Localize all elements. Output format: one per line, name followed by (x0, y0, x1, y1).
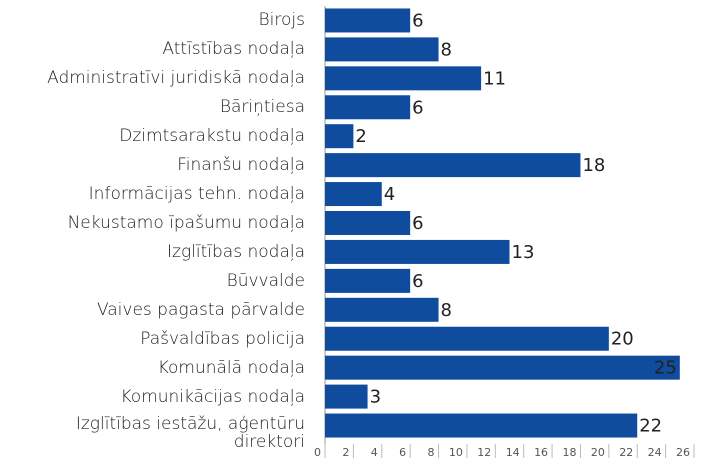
value-label: 6 (412, 97, 423, 118)
bar (325, 37, 439, 62)
bar (325, 297, 439, 322)
bar (325, 326, 609, 351)
bar (325, 355, 680, 380)
x-tick-label: 20 (591, 446, 605, 459)
value-label: 4 (384, 184, 395, 205)
bar (325, 66, 482, 91)
bar (325, 413, 638, 438)
value-label: 25 (654, 358, 677, 379)
category-label: Komunikācijas nodaļa (120, 386, 306, 407)
x-tick-label: 16 (534, 446, 548, 459)
category-label: Attīstības nodaļa (162, 39, 305, 60)
value-label: 18 (582, 155, 605, 176)
x-tick-label: 24 (648, 446, 662, 459)
category-label: Administratīvi juridiskā nodaļa (47, 68, 305, 89)
category-label: Izglītības nodaļa (167, 241, 305, 262)
value-label: 13 (512, 242, 535, 263)
x-tick-label: 6 (399, 446, 406, 459)
bar (325, 95, 411, 120)
category-label: Informācijas tehn. nodaļa (88, 184, 305, 205)
category-label: Pašvaldības policija (140, 328, 305, 349)
value-label: 11 (483, 68, 506, 89)
category-label: Izglītības iestāžu, aģentūru direktori (75, 413, 305, 452)
bar (325, 124, 354, 149)
bar (325, 384, 368, 409)
x-tick-label: 2 (342, 446, 349, 459)
x-tick-label: 10 (449, 446, 463, 459)
value-label: 3 (370, 387, 381, 408)
bar (325, 239, 510, 264)
category-label: Būvvalde (226, 270, 305, 291)
value-label: 6 (412, 213, 423, 234)
value-label: 8 (441, 39, 452, 60)
category-label: Nekustamo īpašumu nodaļa (67, 213, 305, 233)
category-label: Vaives pagasta pārvalde (96, 299, 305, 320)
x-tick-label: 12 (477, 446, 491, 459)
x-tick-label: 18 (562, 446, 576, 459)
bar (325, 8, 411, 33)
x-tick-label: 8 (428, 446, 435, 459)
category-label: Birojs (258, 10, 305, 31)
category-label: Bāriņtiesa (219, 97, 305, 118)
x-tick-label: 26 (676, 446, 690, 459)
x-tick-label: 4 (371, 446, 378, 459)
x-tick-label: 0 (314, 446, 321, 459)
value-label: 20 (611, 329, 634, 350)
value-label: 6 (412, 271, 423, 292)
value-label: 6 (412, 10, 423, 31)
category-label: Komunālā nodaļa (157, 357, 305, 378)
value-label: 2 (355, 126, 366, 147)
bar (325, 153, 581, 178)
bar (325, 211, 411, 235)
category-label: Finanšu nodaļa (177, 155, 305, 176)
bar (325, 268, 411, 293)
x-tick-label: 14 (506, 446, 520, 459)
value-label: 22 (639, 416, 662, 437)
x-tick-label: 22 (619, 446, 633, 459)
category-label: Dzimtsarakstu nodaļa (119, 126, 305, 147)
value-label: 8 (441, 300, 452, 321)
bar (325, 182, 382, 207)
